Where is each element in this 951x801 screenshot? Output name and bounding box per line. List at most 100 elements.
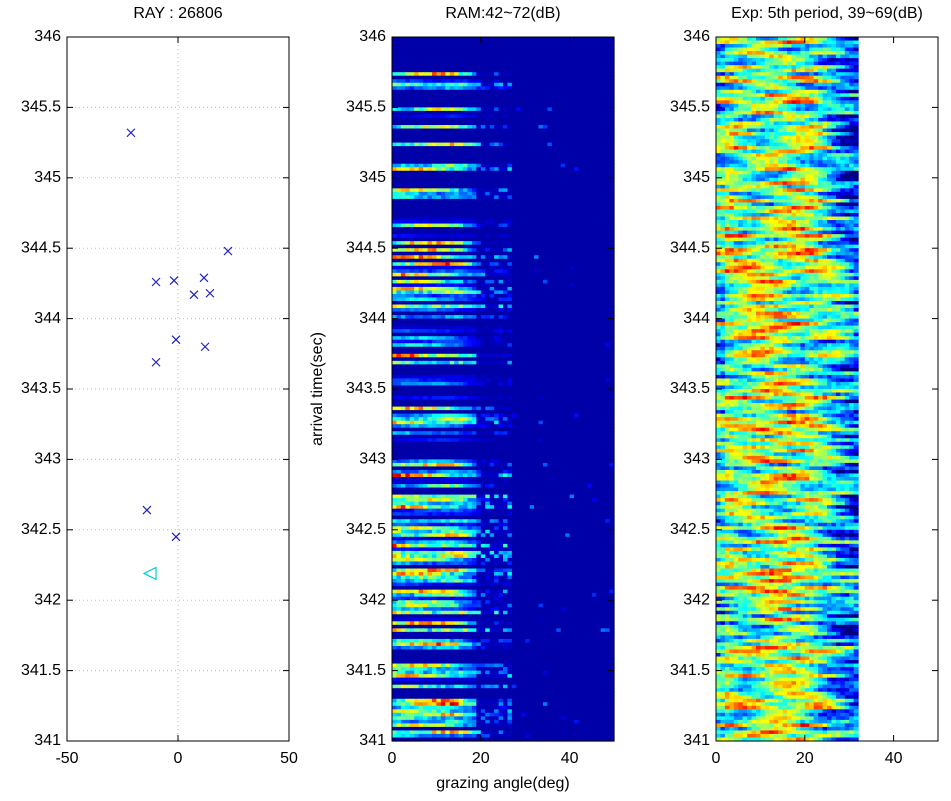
heatmap-cell	[516, 332, 522, 337]
heatmap-cell	[414, 234, 420, 239]
heatmap-cell	[454, 114, 460, 119]
heatmap-cell	[440, 213, 446, 218]
heatmap-cell	[609, 139, 615, 144]
heatmap-cell	[520, 117, 526, 123]
heatmap-cell	[551, 332, 557, 337]
heatmap-cell	[489, 75, 495, 80]
heatmap-cell	[565, 308, 571, 313]
heatmap-cell	[591, 121, 597, 126]
heatmap-cell	[427, 117, 433, 123]
heatmap-cell	[587, 258, 593, 263]
heatmap-cell	[414, 371, 420, 376]
heatmap-cell	[503, 304, 509, 309]
heatmap-cell	[525, 357, 531, 362]
heatmap-cell	[405, 195, 411, 200]
heatmap-cell	[476, 279, 482, 284]
heatmap-cell	[489, 114, 495, 119]
heatmap-cell	[511, 251, 517, 256]
heatmap-cell	[582, 72, 588, 77]
heatmap-cell	[565, 202, 571, 207]
heatmap-cell	[467, 283, 473, 288]
heatmap-cell	[400, 258, 406, 263]
heatmap-cell	[578, 75, 584, 80]
heatmap-cell	[520, 125, 526, 130]
heatmap-cell	[431, 322, 437, 327]
heatmap-cell	[516, 265, 522, 270]
heatmap-cell	[392, 301, 398, 306]
heatmap-cell	[436, 89, 442, 94]
heatmap-cell	[538, 311, 544, 316]
heatmap-cell	[396, 336, 402, 341]
heatmap-cell	[463, 72, 469, 77]
heatmap-cell	[449, 237, 455, 242]
heatmap-cell	[520, 89, 526, 94]
heatmap-cell	[427, 75, 433, 80]
heatmap-cell	[534, 297, 540, 302]
heatmap-cell	[431, 367, 437, 372]
heatmap-cell	[445, 227, 451, 232]
heatmap-cell	[489, 374, 495, 380]
heatmap-cell	[507, 343, 513, 348]
heatmap-cell	[609, 322, 615, 327]
heatmap-cell	[560, 251, 566, 256]
heatmap-cell	[609, 262, 615, 267]
heatmap-cell	[591, 265, 597, 270]
heatmap-cell	[440, 216, 446, 221]
heatmap-cell	[578, 107, 584, 112]
heatmap-cell	[507, 65, 513, 70]
heatmap-cell	[542, 357, 548, 362]
heatmap-cell	[431, 265, 437, 270]
heatmap-cell	[392, 360, 398, 365]
heatmap-cell	[591, 132, 597, 137]
heatmap-cell	[591, 117, 597, 123]
heatmap-cell	[600, 188, 606, 193]
heatmap-cell	[547, 227, 553, 232]
heatmap-cell	[400, 79, 406, 84]
heatmap-cell	[520, 297, 526, 302]
heatmap-cell	[445, 61, 451, 66]
heatmap-cell	[498, 86, 504, 91]
heatmap-cell	[551, 220, 557, 225]
heatmap-cell	[600, 153, 606, 158]
heatmap-cell	[605, 75, 611, 80]
heatmap-cell	[431, 357, 437, 362]
heatmap-cell	[547, 181, 553, 186]
heatmap-cell	[409, 325, 415, 330]
heatmap-cell	[400, 110, 406, 116]
heatmap-cell	[542, 265, 548, 270]
heatmap-cell	[534, 304, 540, 309]
heatmap-cell	[565, 290, 571, 295]
heatmap-cell	[409, 93, 415, 98]
heatmap-cell	[560, 160, 566, 165]
heatmap-cell	[529, 117, 535, 123]
heatmap-cell	[396, 258, 402, 263]
heatmap-cell	[529, 290, 535, 295]
heatmap-cell	[458, 290, 464, 295]
heatmap-cell	[503, 37, 509, 42]
heatmap-cell	[551, 343, 557, 348]
heatmap-cell	[507, 360, 513, 365]
heatmap-cell	[609, 65, 615, 70]
heatmap-cell	[458, 114, 464, 119]
heatmap-cell	[596, 290, 602, 295]
heatmap-cell	[480, 241, 486, 246]
heatmap-cell	[574, 86, 580, 91]
heatmap-cell	[418, 276, 424, 281]
heatmap-cell	[587, 205, 593, 211]
heatmap-cell	[556, 110, 562, 116]
heatmap-cell	[449, 79, 455, 84]
heatmap-cell	[396, 177, 402, 182]
heatmap-cell	[431, 195, 437, 200]
heatmap-cell	[436, 156, 442, 161]
heatmap-cell	[418, 230, 424, 235]
heatmap-cell	[507, 139, 513, 144]
heatmap-cell	[569, 100, 575, 105]
heatmap-cell	[565, 357, 571, 362]
heatmap-cell	[449, 135, 455, 140]
heatmap-cell	[565, 93, 571, 98]
heatmap-cell	[498, 177, 504, 182]
heatmap-cell	[458, 195, 464, 200]
heatmap-cell	[440, 40, 446, 45]
heatmap-cell	[449, 65, 455, 70]
heatmap-cell	[560, 378, 566, 383]
